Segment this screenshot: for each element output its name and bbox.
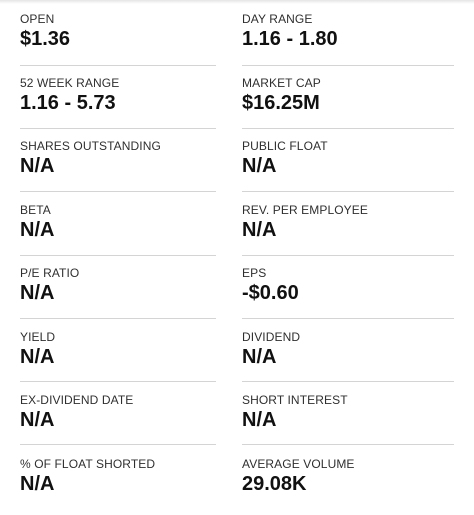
stat-value: N/A [20, 346, 55, 368]
stat-open: OPEN $1.36 [20, 0, 216, 64]
stat-shares-outstanding: SHARES OUTSTANDING N/A [20, 127, 216, 191]
stat-value: N/A [20, 219, 55, 241]
divider [242, 381, 454, 382]
stats-row: % OF FLOAT SHORTED N/A AVERAGE VOLUME 29… [0, 445, 474, 509]
stat-label: REV. PER EMPLOYEE [242, 203, 368, 217]
stat-value: $1.36 [20, 28, 71, 50]
divider [20, 255, 216, 256]
stat-value: $16.25M [242, 92, 320, 114]
divider [242, 255, 454, 256]
stat-label: OPEN [20, 12, 55, 26]
stat-value: N/A [20, 473, 55, 495]
divider [20, 444, 216, 445]
stat-dividend: DIVIDEND N/A [242, 318, 454, 382]
stat-label: EPS [242, 266, 267, 280]
stat-label: DAY RANGE [242, 12, 313, 26]
divider [242, 318, 454, 319]
stats-row: 52 WEEK RANGE 1.16 - 5.73 MARKET CAP $16… [0, 64, 474, 128]
stat-label: P/E RATIO [20, 266, 80, 280]
stat-label: MARKET CAP [242, 76, 321, 90]
stat-rev-per-employee: REV. PER EMPLOYEE N/A [242, 191, 454, 255]
stat-label: SHORT INTEREST [242, 393, 348, 407]
stat-average-volume: AVERAGE VOLUME 29.08K [242, 445, 454, 509]
stat-yield: YIELD N/A [20, 318, 216, 382]
header-shadow [0, 0, 474, 4]
stat-label: YIELD [20, 330, 56, 344]
divider [242, 444, 454, 445]
stats-row: EX-DIVIDEND DATE N/A SHORT INTEREST N/A [0, 381, 474, 445]
stat-ex-dividend-date: EX-DIVIDEND DATE N/A [20, 381, 216, 445]
stat-day-range: DAY RANGE 1.16 - 1.80 [242, 0, 454, 64]
stat-percent-float-shorted: % OF FLOAT SHORTED N/A [20, 445, 216, 509]
divider [20, 318, 216, 319]
stat-label: EX-DIVIDEND DATE [20, 393, 134, 407]
stat-label: 52 WEEK RANGE [20, 76, 120, 90]
stat-label: PUBLIC FLOAT [242, 139, 328, 153]
stat-value: N/A [242, 346, 277, 368]
stat-value: N/A [20, 282, 55, 304]
stat-value: 29.08K [242, 473, 307, 495]
stat-value: N/A [242, 155, 277, 177]
stat-label: SHARES OUTSTANDING [20, 139, 161, 153]
stats-row: BETA N/A REV. PER EMPLOYEE N/A [0, 191, 474, 255]
stat-eps: EPS -$0.60 [242, 254, 454, 318]
stat-market-cap: MARKET CAP $16.25M [242, 64, 454, 128]
divider [242, 128, 454, 129]
stat-public-float: PUBLIC FLOAT N/A [242, 127, 454, 191]
stat-52-week-range: 52 WEEK RANGE 1.16 - 5.73 [20, 64, 216, 128]
stat-beta: BETA N/A [20, 191, 216, 255]
stats-row: OPEN $1.36 DAY RANGE 1.16 - 1.80 [0, 0, 474, 64]
stat-pe-ratio: P/E RATIO N/A [20, 254, 216, 318]
stat-value: 1.16 - 1.80 [242, 28, 338, 50]
stat-label: BETA [20, 203, 51, 217]
stat-short-interest: SHORT INTEREST N/A [242, 381, 454, 445]
divider [20, 381, 216, 382]
stat-label: AVERAGE VOLUME [242, 457, 355, 471]
stat-value: N/A [20, 155, 55, 177]
stat-value: N/A [242, 219, 277, 241]
stat-label: % OF FLOAT SHORTED [20, 457, 156, 471]
stat-value: 1.16 - 5.73 [20, 92, 116, 114]
stat-value: N/A [242, 409, 277, 431]
stats-row: YIELD N/A DIVIDEND N/A [0, 318, 474, 382]
divider [20, 128, 216, 129]
divider [20, 191, 216, 192]
stats-row: P/E RATIO N/A EPS -$0.60 [0, 254, 474, 318]
divider [242, 191, 454, 192]
stat-value: N/A [20, 409, 55, 431]
divider [242, 65, 454, 66]
stats-row: SHARES OUTSTANDING N/A PUBLIC FLOAT N/A [0, 127, 474, 191]
divider [20, 65, 216, 66]
stat-value: -$0.60 [242, 282, 299, 304]
stat-label: DIVIDEND [242, 330, 301, 344]
